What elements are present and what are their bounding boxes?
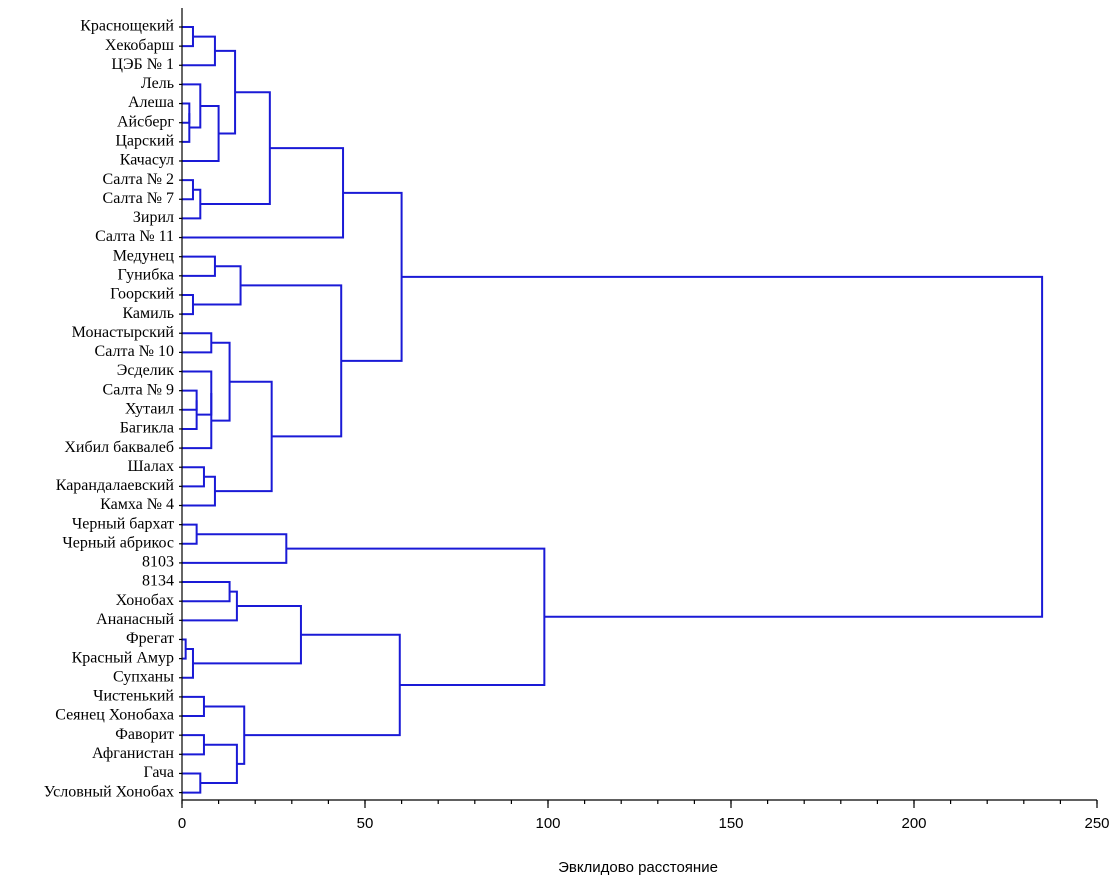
leaf-labels: Краснощекий Хекобарш ЦЭБ № 1 Лель Алеша Айсбе… bbox=[44, 18, 175, 801]
dendrogram-link bbox=[182, 293, 194, 316]
leaf-label: Условный Хонобах bbox=[44, 783, 174, 800]
leaf-label: Медунец bbox=[113, 247, 175, 264]
leaf-label: Зирил bbox=[133, 209, 174, 226]
leaf-label: Черный абрикос bbox=[62, 534, 174, 551]
leaf-label: Монастырский bbox=[72, 324, 175, 341]
dendrogram-link bbox=[182, 648, 194, 679]
leaf-label: Фаворит bbox=[115, 726, 174, 743]
leaf-label: Шалах bbox=[128, 458, 174, 475]
leaf-label: Фрегат bbox=[126, 630, 174, 647]
leaf-label: Хутаил bbox=[125, 400, 174, 417]
dendrogram-link bbox=[182, 188, 202, 220]
leaf-label: Эсделик bbox=[117, 362, 174, 379]
x-tick-label: 0 bbox=[178, 815, 186, 832]
leaf-label: Сеянец Хонобаха bbox=[55, 707, 174, 724]
dendrogram-link bbox=[182, 393, 213, 450]
leaf-label: Качасул bbox=[120, 152, 174, 169]
leaf-label: Камха № 4 bbox=[100, 496, 174, 513]
leaf-label: ЦЭБ № 1 bbox=[111, 56, 174, 73]
dendrogram-link bbox=[182, 26, 194, 48]
leaf-label: 8134 bbox=[142, 573, 174, 590]
leaf-label: Хекобарш bbox=[105, 37, 175, 54]
leaf-label: Алеша bbox=[128, 94, 174, 111]
dendrogram-link bbox=[182, 179, 194, 201]
leaf-label: Багикла bbox=[120, 420, 174, 437]
dendrogram-link bbox=[200, 743, 238, 785]
x-tick-label: 50 bbox=[357, 815, 374, 832]
leaf-label: Черный бархат bbox=[72, 515, 174, 532]
leaf-label: 8103 bbox=[142, 554, 174, 571]
dendrogram-link bbox=[182, 113, 191, 143]
leaf-label: Салта № 10 bbox=[95, 343, 174, 360]
axes: 0 50 100 150 200 250 bbox=[178, 8, 1110, 832]
leaf-label: Гача bbox=[144, 764, 174, 781]
x-tick-label: 150 bbox=[718, 815, 743, 832]
leaf-label: Царский bbox=[115, 133, 174, 150]
leaf-label: Ананасный bbox=[96, 611, 174, 628]
dendrogram-link bbox=[214, 380, 273, 493]
dendrogram-link bbox=[203, 705, 246, 765]
x-tick-label: 100 bbox=[535, 815, 560, 832]
leaf-label: Красный Амур bbox=[72, 649, 174, 666]
leaf-label: Чистенький bbox=[93, 688, 174, 705]
leaf-label: Супханы bbox=[113, 668, 174, 685]
leaf-label: Салта № 7 bbox=[103, 190, 174, 207]
dendrogram-link bbox=[182, 772, 202, 794]
dendrogram-link bbox=[182, 533, 288, 564]
dendrogram-link bbox=[182, 581, 231, 603]
leaf-label: Хонобах bbox=[116, 592, 174, 609]
leaf-label: Карандалаевский bbox=[56, 477, 175, 494]
leaf-label: Салта № 9 bbox=[103, 381, 174, 398]
dendrogram-link bbox=[182, 389, 198, 411]
x-axis-title: Эвклидово расстояние bbox=[558, 859, 718, 876]
dendrogram-link bbox=[211, 341, 231, 422]
leaf-label: Салта № 2 bbox=[103, 171, 174, 188]
dendrogram-link bbox=[182, 83, 202, 129]
leaf-label: Лель bbox=[141, 75, 174, 92]
dendrogram-link bbox=[182, 734, 205, 756]
dendrogram-link bbox=[182, 102, 191, 124]
dendrogram-link bbox=[192, 604, 302, 665]
dendrogram-links bbox=[182, 26, 1044, 794]
dendrogram-link bbox=[182, 523, 198, 545]
dendrogram-link bbox=[240, 284, 343, 438]
dendrogram-link bbox=[182, 475, 216, 507]
dendrogram-link bbox=[182, 332, 213, 354]
leaf-label: Гунибка bbox=[117, 266, 174, 283]
x-tick-label: 200 bbox=[901, 815, 926, 832]
dendrogram-link bbox=[401, 275, 1044, 618]
leaf-label: Гоорский bbox=[110, 286, 174, 303]
dendrogram-link bbox=[192, 265, 242, 306]
dendrogram-link bbox=[286, 547, 546, 686]
leaf-label: Айсберг bbox=[117, 113, 174, 130]
leaf-label: Салта № 11 bbox=[95, 228, 174, 245]
dendrogram-link bbox=[341, 191, 403, 362]
leaf-label: Камиль bbox=[122, 305, 174, 322]
x-tick-label: 250 bbox=[1084, 815, 1109, 832]
leaf-label: Краснощекий bbox=[80, 18, 174, 35]
leaf-label: Афганистан bbox=[92, 745, 174, 762]
dendrogram-link bbox=[182, 466, 205, 488]
dendrogram-link bbox=[182, 695, 205, 718]
dendrogram-link bbox=[182, 35, 216, 67]
dendrogram-link bbox=[182, 400, 198, 430]
dendrogram-link bbox=[244, 633, 401, 737]
dendrogram-link bbox=[182, 255, 216, 277]
leaf-label: Хибил баквалеб bbox=[64, 439, 174, 456]
